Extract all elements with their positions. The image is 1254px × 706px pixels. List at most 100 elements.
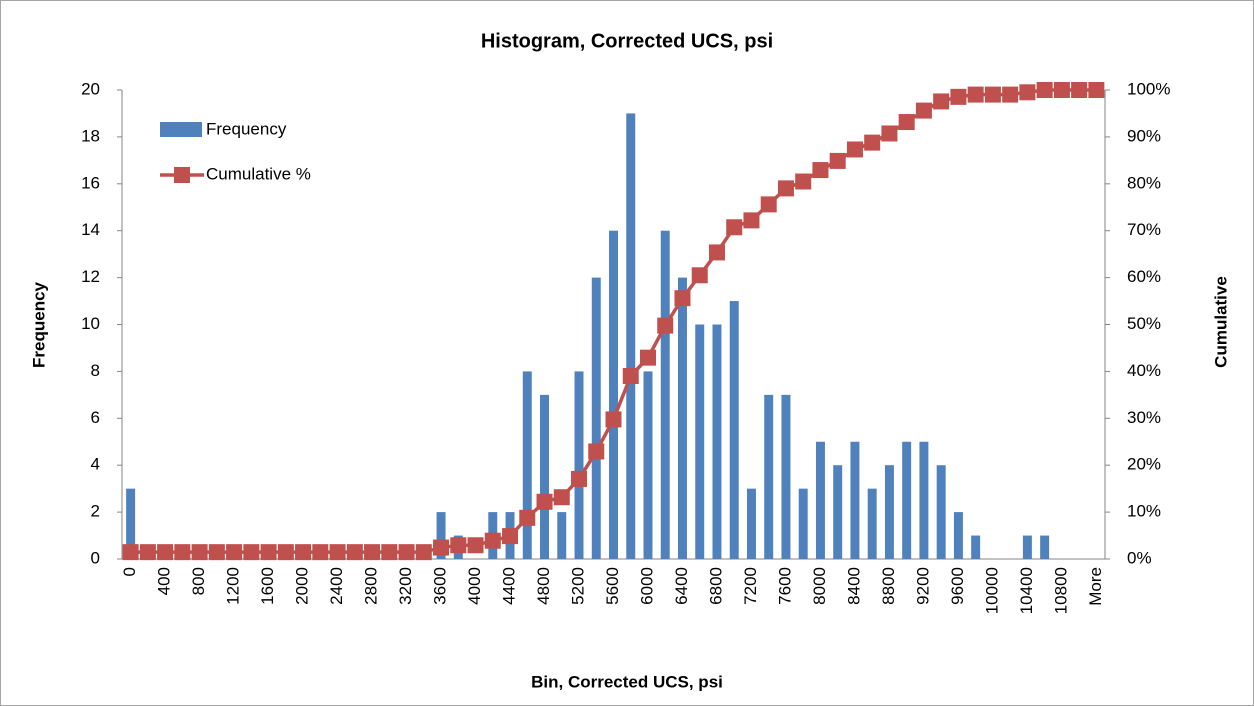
bar: [729, 301, 739, 559]
cumulative-marker: [312, 544, 329, 561]
cumulative-marker: [553, 489, 570, 506]
x-tick-label: 5200: [568, 567, 587, 605]
bar: [660, 230, 670, 559]
bar: [643, 371, 653, 559]
x-tick-label: 1600: [258, 567, 277, 605]
cumulative-marker: [433, 539, 450, 556]
y2-tick-label: 40%: [1127, 361, 1161, 380]
cumulative-marker: [450, 537, 467, 554]
cumulative-marker: [502, 528, 519, 545]
bar: [815, 441, 825, 559]
x-tick-label: 7600: [775, 567, 794, 605]
x-tick-label: 6400: [672, 567, 691, 605]
y-tick-label: 0: [91, 548, 100, 567]
cumulative-marker: [933, 93, 950, 110]
cumulative-marker: [726, 219, 743, 236]
y-tick-label: 4: [91, 455, 100, 474]
x-tick-label: 10000: [982, 567, 1001, 614]
y2-tick-label: 20%: [1127, 455, 1161, 474]
legend-label: Cumulative %: [206, 164, 311, 183]
bar: [677, 277, 687, 559]
bar: [540, 394, 550, 559]
cumulative-marker: [898, 114, 915, 131]
cumulative-marker: [639, 349, 656, 366]
x-tick-label: 10800: [1051, 567, 1070, 614]
cumulative-marker: [260, 544, 277, 561]
x-tick-label: 8400: [844, 567, 863, 605]
cumulative-marker: [1036, 82, 1053, 98]
y2-tick-label: 50%: [1127, 314, 1161, 333]
cumulative-marker: [1071, 82, 1088, 98]
bar: [1022, 535, 1032, 559]
cumulative-marker: [777, 180, 794, 197]
cumulative-marker: [657, 317, 674, 334]
x-tick-label: 4800: [534, 567, 553, 605]
cumulative-marker: [674, 290, 691, 307]
cumulative-marker: [605, 411, 622, 428]
cumulative-marker: [795, 173, 812, 190]
y-axis-title: Frequency: [29, 281, 48, 368]
cumulative-marker: [846, 141, 863, 158]
x-tick-label: 7200: [741, 567, 760, 605]
cumulative-marker: [122, 544, 139, 561]
x-tick-label: 6800: [706, 567, 725, 605]
y-tick-label: 16: [81, 173, 100, 192]
cumulative-marker: [881, 125, 898, 142]
bar: [591, 277, 601, 559]
x-tick-label: 1200: [224, 567, 243, 605]
bar: [798, 488, 808, 559]
cumulative-marker: [208, 544, 225, 561]
bar: [557, 512, 567, 559]
bar: [126, 488, 136, 559]
bar: [626, 113, 636, 559]
x-tick-label: More: [1086, 567, 1105, 606]
cumulative-marker: [743, 212, 760, 229]
cumulative-marker: [691, 267, 708, 284]
cumulative-marker: [622, 367, 639, 384]
cumulative-marker: [864, 134, 881, 151]
x-tick-label: 0: [120, 567, 139, 576]
x-tick-label: 9200: [913, 567, 932, 605]
cumulative-marker: [812, 162, 829, 179]
bar: [695, 324, 705, 559]
y2-tick-label: 30%: [1127, 408, 1161, 427]
x-tick-label: 2000: [293, 567, 312, 605]
legend-marker: [174, 167, 190, 183]
chart-title: Histogram, Corrected UCS, psi: [481, 30, 773, 52]
bar: [850, 441, 860, 559]
cumulative-marker: [346, 544, 363, 561]
cumulative-marker: [708, 244, 725, 261]
bar: [781, 394, 791, 559]
y2-tick-label: 0%: [1127, 548, 1152, 567]
cumulative-marker: [484, 532, 501, 549]
cumulative-marker: [519, 509, 536, 526]
cumulative-marker: [139, 544, 156, 561]
x-tick-label: 10400: [1017, 567, 1036, 614]
y-tick-label: 8: [91, 361, 100, 380]
x-tick-label: 3600: [431, 567, 450, 605]
cumulative-marker: [415, 544, 432, 561]
cumulative-marker: [191, 544, 208, 561]
cumulative-marker: [467, 537, 484, 554]
y2-tick-label: 80%: [1127, 173, 1161, 192]
cumulative-marker: [536, 493, 553, 510]
y-tick-label: 6: [91, 408, 100, 427]
bar: [884, 465, 894, 559]
x-tick-label: 3200: [396, 567, 415, 605]
bar: [522, 371, 532, 559]
x-tick-label: 4400: [500, 567, 519, 605]
cumulative-marker: [364, 544, 381, 561]
x-tick-label: 8800: [879, 567, 898, 605]
y2-tick-label: 70%: [1127, 220, 1161, 239]
bar: [902, 441, 912, 559]
bar: [1040, 535, 1050, 559]
y2-tick-label: 100%: [1127, 79, 1170, 98]
cumulative-marker: [588, 443, 605, 460]
cumulative-marker: [381, 544, 398, 561]
x-tick-label: 9600: [948, 567, 967, 605]
legend-swatch: [160, 122, 202, 137]
cumulative-marker: [967, 86, 984, 103]
legend-label: Frequency: [206, 119, 287, 138]
cumulative-marker: [398, 544, 415, 561]
